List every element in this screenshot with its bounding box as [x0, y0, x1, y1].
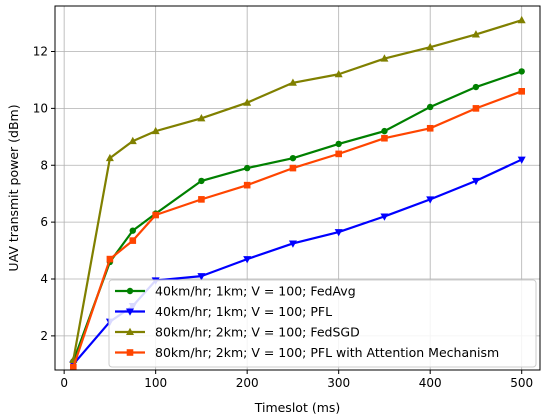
data-point — [243, 256, 252, 264]
data-point — [129, 237, 137, 244]
data-point — [129, 227, 136, 234]
data-point — [243, 181, 251, 189]
legend-label: 80km/hr; 2km; V = 100; FedSGD — [155, 325, 360, 340]
data-point — [105, 153, 114, 162]
data-point — [381, 127, 388, 135]
data-point — [288, 240, 297, 248]
x-tick-label: 400 — [419, 376, 442, 390]
data-point — [471, 177, 480, 186]
data-point — [151, 126, 160, 135]
legend-marker — [126, 349, 134, 356]
data-point — [426, 196, 435, 204]
data-point — [70, 363, 77, 371]
y-tick-label: 4 — [40, 272, 48, 286]
y-tick-label: 12 — [33, 45, 48, 59]
y-axis-label: UAV transmit power (dBm) — [6, 104, 21, 271]
series-line — [72, 70, 523, 362]
data-point — [198, 196, 205, 203]
data-point — [335, 150, 342, 158]
data-point — [472, 83, 480, 91]
data-point — [426, 103, 434, 111]
legend-marker — [126, 287, 134, 295]
data-point — [426, 124, 434, 132]
series-line — [72, 90, 523, 368]
data-point — [518, 68, 525, 75]
legend-item: 80km/hr; 2km; V = 100; PFL with Attentio… — [115, 345, 499, 360]
legend-label: 40km/hr; 1km; V = 100; PFL — [155, 304, 332, 319]
plot-frame — [54, 5, 541, 371]
data-point — [197, 273, 206, 281]
data-point — [471, 30, 480, 38]
x-axis-label: Timeslot (ms) — [254, 400, 341, 415]
y-tick-label: 10 — [33, 101, 48, 115]
legend-item: 80km/hr; 2km; V = 100; FedSGD — [115, 325, 360, 340]
x-tick-label: 200 — [236, 376, 259, 390]
y-tick-label: 6 — [40, 215, 48, 229]
legend-item: 40km/hr; 1km; V = 100; FedAvg — [115, 284, 356, 299]
data-point — [517, 15, 526, 24]
data-point — [289, 154, 297, 162]
legend-label: 40km/hr; 1km; V = 100; FedAvg — [155, 284, 356, 299]
data-point — [517, 156, 526, 164]
data-point — [426, 42, 435, 51]
data-point — [334, 69, 343, 78]
legend-box — [108, 279, 537, 368]
data-point — [243, 98, 252, 106]
data-point — [381, 134, 388, 142]
data-point — [289, 164, 297, 172]
legend: 40km/hr; 1km; V = 100; FedAvg 40km/hr; 1k… — [108, 279, 537, 368]
x-tick-label: 500 — [510, 376, 533, 390]
legend-item: 40km/hr; 1km; V = 100; PFL — [115, 304, 332, 319]
legend-marker — [126, 327, 134, 335]
y-tick-label: 8 — [40, 158, 48, 172]
data-point — [472, 105, 480, 112]
data-point — [380, 54, 389, 62]
data-point — [518, 88, 525, 95]
data-point — [288, 78, 297, 86]
x-tick-label: 100 — [144, 376, 167, 390]
data-point — [198, 177, 205, 185]
series-3 — [70, 88, 525, 371]
legend-marker — [126, 308, 134, 316]
x-tick-label: 0 — [60, 376, 68, 390]
data-point — [106, 255, 114, 263]
y-tick-label: 2 — [40, 329, 48, 343]
data-point — [335, 140, 342, 148]
data-point — [197, 114, 206, 122]
data-point — [334, 229, 343, 237]
series-2 — [69, 15, 526, 364]
data-point — [128, 136, 137, 145]
x-tick-label: 300 — [327, 376, 350, 390]
ticks: 0 100 200 300 400 500 2 4 6 8 10 12 — [33, 45, 533, 391]
data-point — [380, 213, 389, 221]
data-point — [243, 164, 251, 172]
data-point — [152, 211, 159, 219]
legend-label: 80km/hr; 2km; V = 100; PFL with Attentio… — [155, 345, 499, 360]
